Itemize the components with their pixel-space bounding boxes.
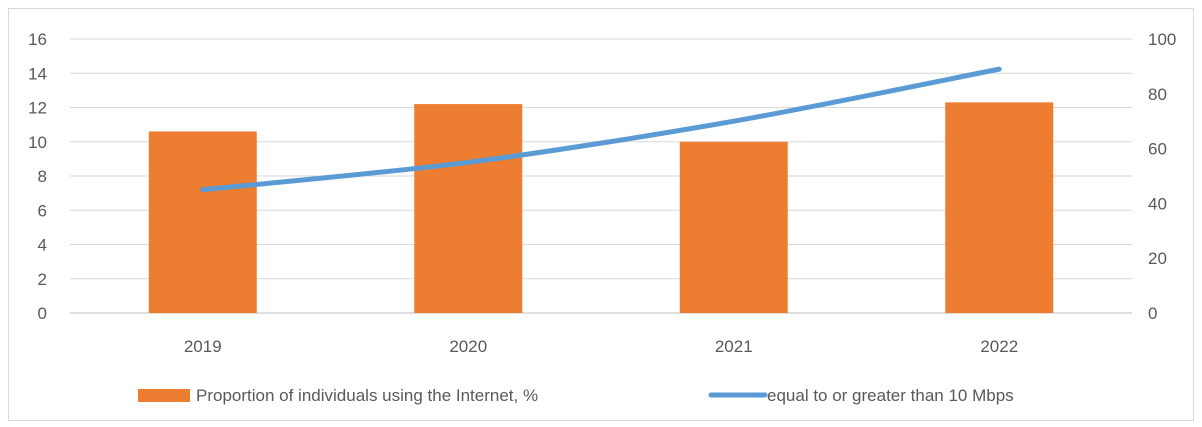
right-y-tick-label: 0 <box>1148 304 1157 323</box>
left-y-tick-label: 2 <box>38 270 47 289</box>
x-tick-label: 2021 <box>715 337 753 356</box>
left-y-tick-label: 0 <box>38 304 47 323</box>
bar-2019 <box>148 131 257 313</box>
x-axis: 2019 2020 2021 2022 <box>184 337 1018 356</box>
left-y-tick-label: 6 <box>38 201 47 220</box>
bar-2021 <box>679 141 788 313</box>
left-y-axis: 0 2 4 6 8 10 12 14 16 <box>28 30 47 323</box>
right-y-tick-label: 100 <box>1148 30 1176 49</box>
right-y-tick-label: 60 <box>1148 140 1167 159</box>
left-y-tick-label: 4 <box>38 236 47 255</box>
left-y-tick-label: 10 <box>28 133 47 152</box>
line-speed-10mbps <box>200 66 1002 193</box>
left-y-tick-label: 14 <box>28 64 47 83</box>
line-series <box>200 66 1002 193</box>
left-y-tick-label: 16 <box>28 30 47 49</box>
right-y-tick-label: 80 <box>1148 85 1167 104</box>
bar-2020 <box>414 104 523 313</box>
right-y-tick-label: 20 <box>1148 249 1167 268</box>
x-tick-label: 2022 <box>980 337 1018 356</box>
bar-series <box>148 102 1054 313</box>
left-y-tick-label: 12 <box>28 99 47 118</box>
right-y-tick-label: 40 <box>1148 194 1167 213</box>
legend: Proportion of individuals using the Inte… <box>138 386 1014 405</box>
left-y-tick-label: 8 <box>38 167 47 186</box>
legend-bar-label: Proportion of individuals using the Inte… <box>196 386 538 405</box>
x-tick-label: 2019 <box>184 337 222 356</box>
legend-bar-swatch <box>138 389 190 402</box>
x-tick-label: 2020 <box>449 337 487 356</box>
right-y-axis: 0 20 40 60 80 100 <box>1148 30 1176 323</box>
bar-2022 <box>945 102 1054 313</box>
legend-line-label: equal to or greater than 10 Mbps <box>767 386 1014 405</box>
